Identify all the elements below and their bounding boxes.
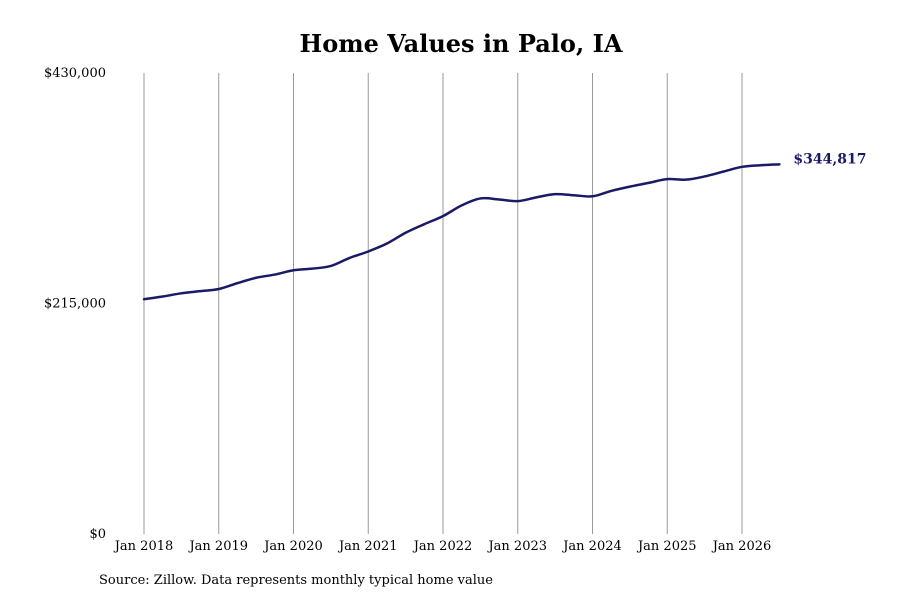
x-axis-ticks: Jan 2018 Jan 2019 Jan 2020 Jan 2021 Jan 2022… — [113, 539, 772, 554]
vertical-gridlines — [143, 73, 743, 534]
y-tick-label: $430,000 — [44, 66, 106, 81]
x-tick-label: Jan 2025 — [636, 539, 697, 554]
end-value-label: $344,817 — [793, 151, 866, 167]
chart-title: Home Values in Palo, IA — [299, 29, 623, 58]
y-tick-label: $0 — [89, 527, 106, 542]
x-tick-label: Jan 2021 — [337, 539, 398, 554]
x-tick-label: Jan 2024 — [561, 539, 622, 554]
x-tick-label: Jan 2018 — [113, 539, 174, 554]
x-tick-label: Jan 2022 — [412, 539, 473, 554]
home-value-line — [142, 163, 781, 301]
x-tick-label: Jan 2020 — [262, 539, 323, 554]
y-tick-label: $215,000 — [44, 297, 106, 312]
x-tick-label: Jan 2019 — [187, 539, 248, 554]
x-tick-label: Jan 2026 — [711, 539, 772, 554]
end-value-label-layer: $344,817 — [793, 151, 866, 167]
series-layer — [142, 163, 781, 301]
x-tick-label: Jan 2023 — [486, 539, 547, 554]
source-note: Source: Zillow. Data represents monthly … — [99, 573, 493, 588]
y-axis-tick-labels: $430,000 $215,000 $0 — [44, 66, 106, 542]
